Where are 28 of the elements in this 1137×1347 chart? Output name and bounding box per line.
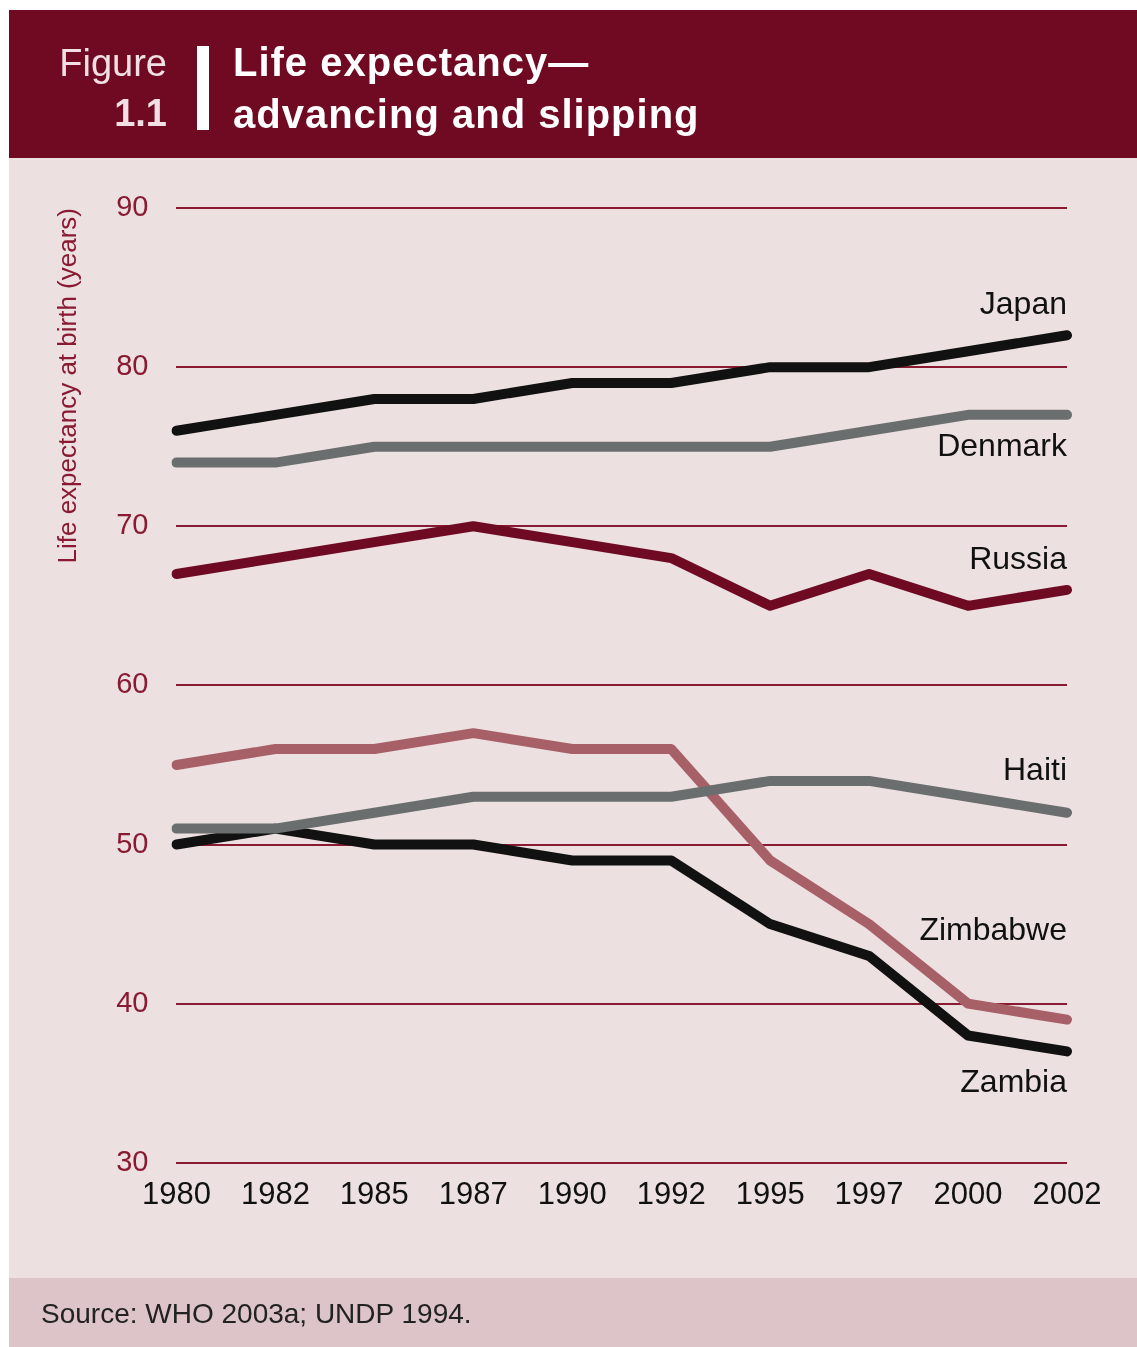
y-tick-label: 60 — [116, 667, 149, 700]
series-label: Japan — [979, 285, 1067, 322]
y-tick-label: 80 — [116, 349, 149, 382]
series-label: Denmark — [937, 426, 1068, 463]
source-note: Source: WHO 2003a; UNDP 1994. — [41, 1298, 472, 1330]
x-tick-label: 1985 — [339, 1175, 409, 1211]
x-tick-label: 1982 — [240, 1175, 310, 1211]
series-label: Haiti — [1002, 750, 1067, 787]
y-tick-label: 30 — [116, 1144, 149, 1177]
y-tick-label: 50 — [116, 826, 149, 859]
y-axis-title: Life expectancy at birth (years) — [51, 208, 82, 564]
x-tick-label: 1980 — [141, 1175, 211, 1211]
x-tick-label: 1990 — [537, 1175, 607, 1211]
x-tick-label: 2002 — [1032, 1175, 1102, 1211]
x-tick-label: 1987 — [438, 1175, 508, 1211]
x-tick-label: 1995 — [735, 1175, 805, 1211]
x-tick-label: 1992 — [636, 1175, 706, 1211]
text: Figure — [59, 41, 167, 86]
chart-title: Life expectancy—advancing and slipping — [233, 39, 701, 138]
y-tick-label: 40 — [116, 985, 149, 1018]
series-label: Russia — [969, 539, 1068, 576]
y-tick-label: 70 — [116, 508, 149, 541]
series-label: Zimbabwe — [919, 911, 1067, 948]
x-tick-label: 1997 — [834, 1175, 904, 1211]
y-tick-label: 90 — [116, 190, 149, 222]
text: 1.1 — [113, 91, 167, 136]
x-tick-label: 2000 — [933, 1175, 1003, 1211]
series-label: Zambia — [960, 1063, 1068, 1100]
